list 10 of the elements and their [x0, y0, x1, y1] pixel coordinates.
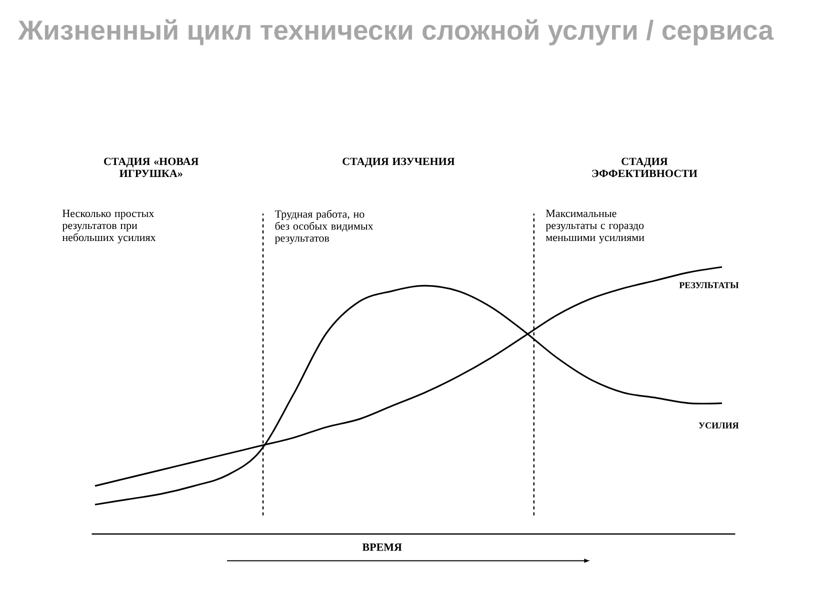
text: УСИЛИЯ	[698, 422, 739, 428]
text: СТАДИЯ ИЗУЧЕНИЯ	[342, 158, 455, 168]
series-label: РЕЗУЛЬТАТЫ	[679, 282, 739, 288]
text: СТАДИЯ «НОВАЯ ИГРУШКА»	[104, 158, 199, 178]
text: СТАДИЯ ЭФФЕКТИВНОСТИ	[592, 158, 698, 178]
x-axis-title: ВРЕМЯ	[362, 544, 402, 551]
text: Несколько простых результатов при небольших усилиях	[62, 210, 156, 244]
text: Трудная работа, но без особых видимых результатов	[274, 210, 374, 244]
text: Максимальные результаты с гораздо меньшими усилиями	[546, 210, 644, 244]
chart-title: Жизненный цикл технически сложной услуги / сервиса	[18, 19, 774, 46]
